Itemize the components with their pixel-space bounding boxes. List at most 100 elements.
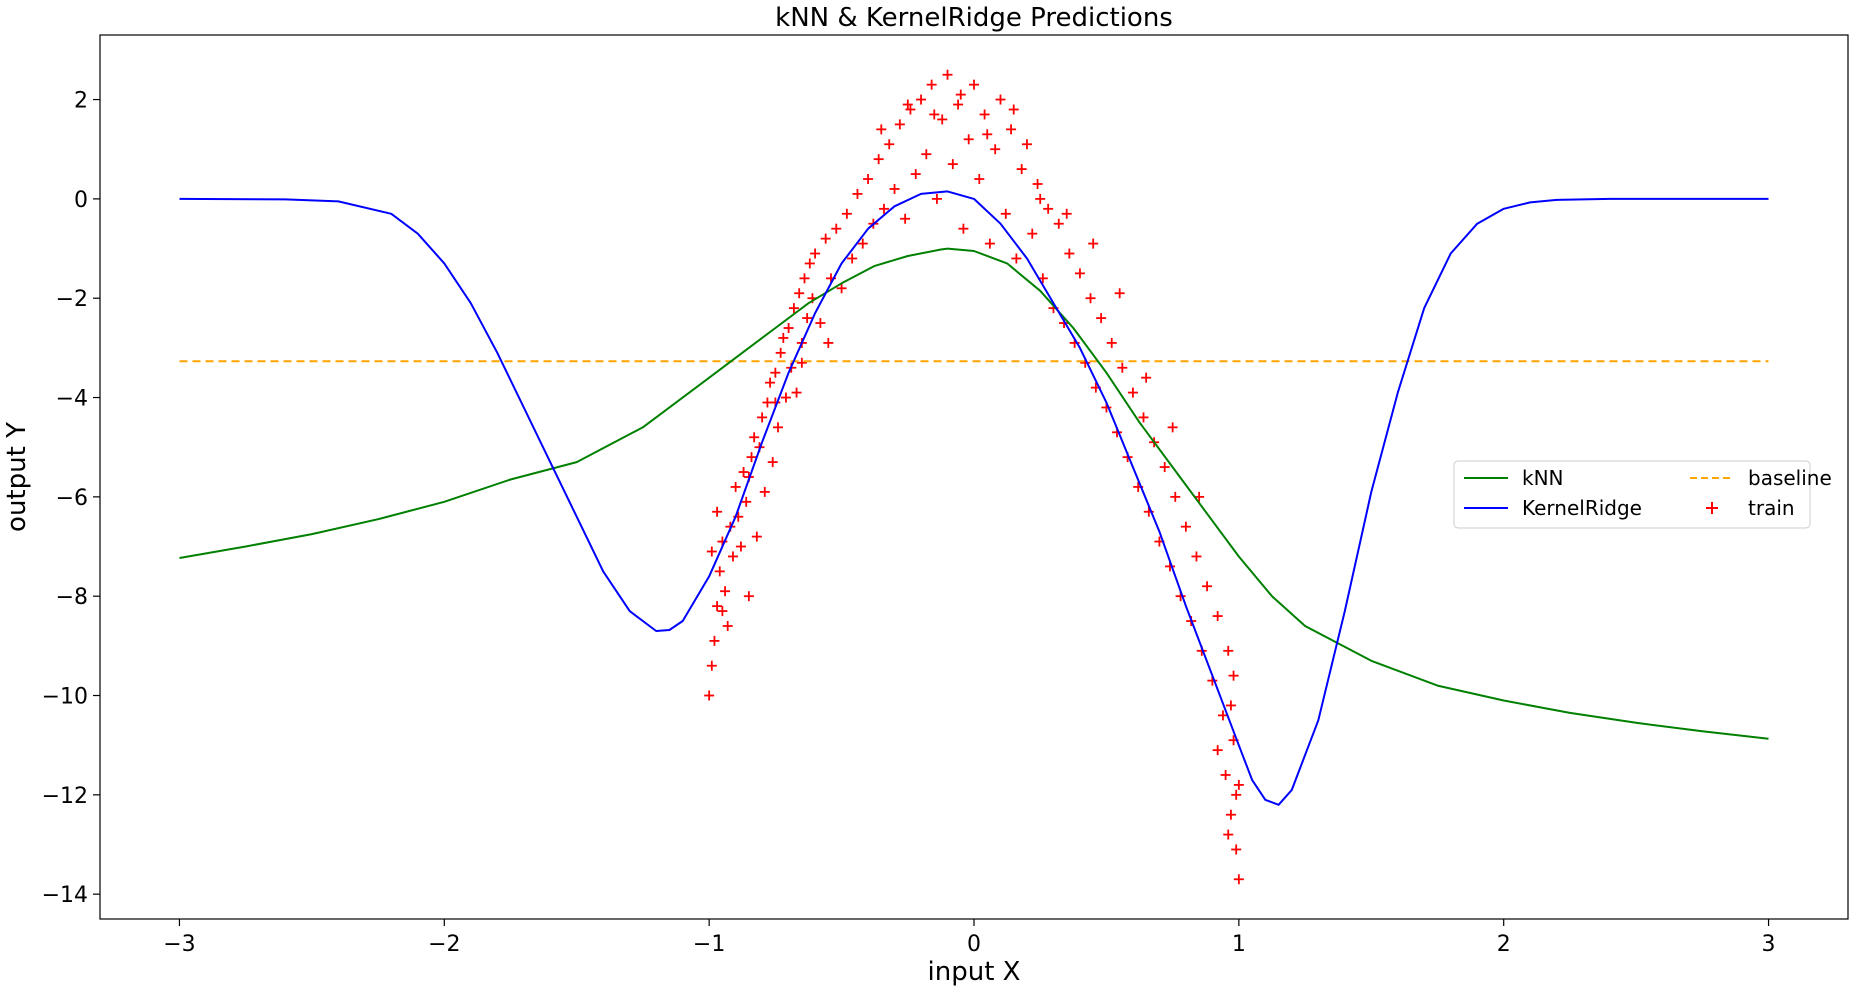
train-point [974,174,985,185]
train-point [788,303,799,314]
train-point [735,541,746,552]
train-point [878,203,889,214]
train-point [958,223,969,234]
train-point [751,531,762,542]
train-point [979,109,990,120]
train-point [794,288,805,299]
x-tick-label: 1 [1232,932,1246,957]
train-point [1064,248,1075,259]
legend-kernelridge-label: KernelRidge [1522,496,1642,520]
train-point [767,457,778,468]
train-point [759,486,770,497]
y-axis: 2 0 −2 −4 −6 −8 −10 −12 −14 [42,89,100,908]
chart-title: kNN & KernelRidge Predictions [775,3,1173,33]
train-point [1008,104,1019,115]
train-point [1027,228,1038,239]
train-point [1141,372,1152,383]
y-tick-label: −8 [56,585,88,610]
train-point [741,496,752,507]
y-tick-label: −14 [42,883,88,908]
legend-baseline-label: baseline [1748,466,1832,490]
train-point [778,332,789,343]
train-point [1061,208,1072,219]
train-point [841,208,852,219]
train-point [1231,844,1242,855]
train-point [1035,193,1046,204]
train-point [1223,829,1234,840]
train-point [1212,745,1223,756]
train-point [1021,139,1032,150]
train-point [720,586,731,597]
train-point [709,635,720,646]
x-tick-label: −3 [163,932,195,957]
train-point [953,99,964,110]
train-point [1170,491,1181,502]
train-point [1114,288,1125,299]
train-point [1117,362,1128,373]
train-point [969,79,979,90]
train-point [876,124,887,135]
train-point [836,283,847,294]
train-point [775,347,786,358]
train-point [717,606,728,617]
train-point [847,253,858,264]
train-point [873,154,884,165]
train-point [712,601,723,612]
train-point [931,193,942,204]
series-layer [179,190,1769,806]
train-point [757,412,768,423]
train-point [863,174,874,185]
train-point [804,258,815,269]
train-point [1000,208,1011,219]
legend-train-label: train [1748,496,1795,520]
train-point [1212,611,1223,622]
train-point [1011,253,1022,264]
train-point [1053,218,1064,229]
legend-train-swatch [1706,502,1718,514]
x-tick-label: −2 [428,932,460,957]
train-point [1096,313,1107,324]
train-point [820,233,831,244]
train-point [926,79,937,90]
train-point [902,99,913,110]
y-tick-label: 0 [74,188,88,213]
train-point [1202,581,1213,592]
train-point [1233,874,1244,885]
train-point [884,139,895,150]
x-tick-label: −1 [693,932,725,957]
series-line-kernelridge [179,190,1769,806]
x-tick-label: 3 [1762,932,1776,957]
y-tick-label: −2 [56,287,88,312]
train-point [1138,412,1149,423]
train-point [780,392,791,403]
legend-knn-label: kNN [1522,466,1564,490]
train-point [722,620,733,631]
x-axis: −3 −2 −1 0 1 2 3 [163,919,1776,957]
train-point [791,387,802,398]
x-tick-label: 2 [1497,932,1511,957]
series-line-knn [179,247,1769,740]
train-point [1180,521,1191,532]
train-point [1043,203,1054,214]
train-point [765,377,776,388]
train-point [823,337,834,348]
train-point [947,159,958,170]
train-point [831,223,842,234]
train-point [815,318,826,329]
train-point [714,566,725,577]
train-point [963,134,974,145]
train-point [1032,178,1043,189]
train-point [1127,387,1138,398]
train-point [796,357,807,368]
train-point [990,144,1001,155]
y-tick-label: 2 [74,89,88,114]
train-point [942,69,953,80]
train-point [1016,164,1027,175]
train-point [738,467,749,478]
train-point [712,506,723,517]
train-point [730,481,741,492]
y-tick-label: −12 [42,784,88,809]
train-point [995,94,1006,105]
train-point [921,149,932,160]
